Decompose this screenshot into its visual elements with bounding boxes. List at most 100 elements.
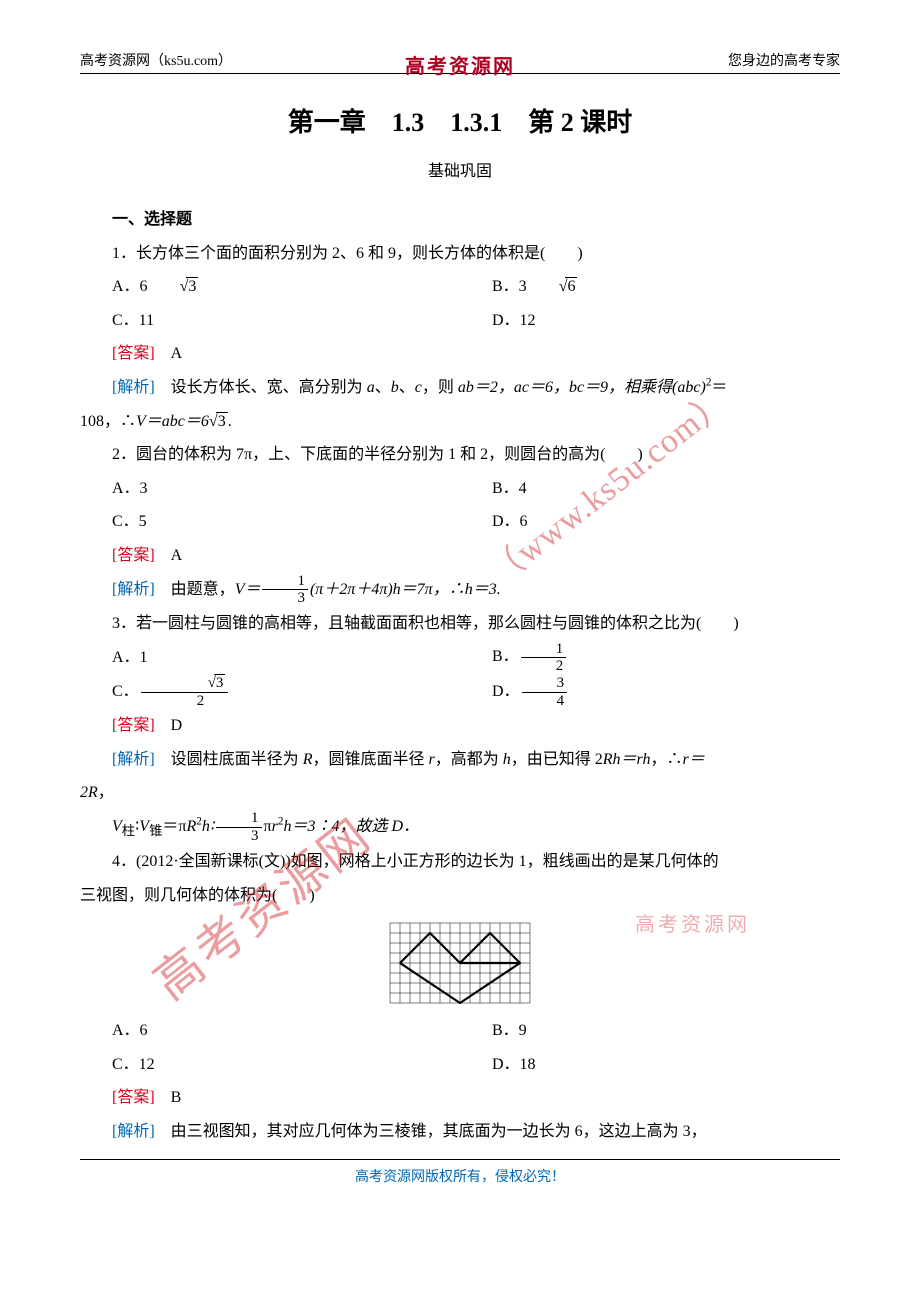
q3-optC: C．√32 [80,675,460,709]
q4-optC: C．12 [80,1048,460,1082]
q1-eq1b: ＝ [711,379,727,396]
q3-answer-val: D [155,717,183,734]
q2-num: 1 [262,573,308,591]
q4-optB: B．9 [460,1014,840,1048]
q2-analysis: [解析] 由题意，V＝13(π＋2π＋4π)h＝7π，∴h＝3. [80,573,840,607]
q1-s3: ，则 [422,379,458,396]
q1-optA-pre: A．6 [112,278,148,295]
q3-analysis-line3: V柱∶V锥＝πR2h∶13πr2h＝3∶4，故选 D． [80,810,840,845]
q3-l3i: h＝3∶4，故选 D． [283,818,419,835]
header-right: 您身边的高考专家 [728,50,840,70]
q1-optD: D．12 [460,304,840,338]
q3-answer: [答案] D [80,709,840,743]
q1-stem: 1．长方体三个面的面积分别为 2、6 和 9，则长方体的体积是( ) [80,237,840,271]
q1-optB-pre: B．3 [492,278,527,295]
q3-optC-pre: C． [112,683,139,700]
chapter-title: 第一章 1.3 1.3.1 第 2 课时 [80,102,840,139]
q3-optC-den: 2 [141,693,229,710]
q1-optA-rad: 3 [186,277,198,295]
q2-v: V＝ [235,581,261,598]
q3-l1b: ，圆锥底面半径 [312,751,428,768]
q3-optA: A．1 [80,641,460,675]
q2-an-pre: 由题意， [155,581,235,598]
q3-R: R [303,751,313,768]
answer-label: [答案] [112,345,155,362]
q4-stem-a: 4．(2012·全国新课标(文))如图，网格上小正方形的边长为 1，粗线画出的是… [80,845,840,879]
q1-l2a: 108，∴ [80,413,136,430]
q3-optB: B．12 [460,640,840,674]
section-heading: 一、选择题 [80,203,840,237]
q3-optB-den: 2 [521,658,567,675]
analysis-label: [解析] [112,379,155,396]
q3-sub1: 柱 [122,823,135,838]
q4-options-row2: C．12 D．18 [80,1048,840,1082]
q3-l3g: π [264,818,272,835]
q3-l2a: 2R [80,784,98,801]
q1-a: a [367,379,375,396]
content-body: 一、选择题 1．长方体三个面的面积分别为 2、6 和 9，则长方体的体积是( )… [80,203,840,1149]
q4-optA: A．6 [80,1014,460,1048]
q3-l1d: ，由已知得 2 [511,751,603,768]
q2-options-row1: A．3 B．4 [80,472,840,506]
q2-optB: B．4 [460,472,840,506]
q3-V1: V [112,818,122,835]
q1-optB-rad: 6 [565,277,577,295]
three-view-grid-figure [385,918,535,1008]
q3-sub2: 锥 [149,823,162,838]
answer-label: [答案] [112,1089,155,1106]
q1-answer: [答案] A [80,337,840,371]
q3-V2: V [139,818,149,835]
q2-mid: (π＋2π＋4π)h＝7π，∴h＝3. [310,581,501,598]
page-header: 高考资源网（ks5u.com） 高考资源网 您身边的高考专家 [80,50,840,74]
q3-optC-numrad: 3 [214,674,226,691]
q3-h: h [503,751,511,768]
q3-l3den: 3 [216,828,262,845]
q1-options-row2: C．11 D．12 [80,304,840,338]
q2-stem: 2．圆台的体积为 7π，上、下底面的半径分别为 1 和 2，则圆台的高为( ) [80,438,840,472]
answer-label: [答案] [112,547,155,564]
q3-l3f: h∶ [202,818,214,835]
q3-optD-num: 3 [522,675,568,693]
q1-optC: C．11 [80,304,460,338]
q1-l2rad: 3 [216,412,228,430]
q3-l1f: ，∴ [650,751,682,768]
q1-an-pre: 设长方体长、宽、高分别为 [155,379,367,396]
q4-stem-b: 三视图，则几何体的体积为( ) [80,879,840,913]
q3-analysis-line2: 2R， [80,776,840,810]
q3-l2b: ， [98,784,114,801]
q3-l3d: ＝π [162,818,186,835]
q1-optB: B．3√6 [460,270,840,304]
q4-answer-val: B [155,1089,182,1106]
q3-analysis-line1: [解析] 设圆柱底面半径为 R，圆锥底面半径 r，高都为 h，由已知得 2Rh＝… [80,743,840,777]
q3-optD: D．34 [460,675,840,709]
q3-stem: 3．若一圆柱与圆锥的高相等，且轴截面面积也相等，那么圆柱与圆锥的体积之比为( ) [80,607,840,641]
q2-optA: A．3 [80,472,460,506]
q3-optD-pre: D． [492,683,520,700]
q3-R2: R [186,818,196,835]
answer-label: [答案] [112,717,155,734]
q1-eq1: ab＝2，ac＝6，bc＝9，相乘得(abc) [458,379,706,396]
q2-answer: [答案] A [80,539,840,573]
q2-den: 3 [262,590,308,607]
q1-optA: A．6√3 [80,270,460,304]
analysis-label: [解析] [112,581,155,598]
q1-analysis-line1: [解析] 设长方体长、宽、高分别为 a、b、c，则 ab＝2，ac＝6，bc＝9… [80,371,840,405]
analysis-label: [解析] [112,751,155,768]
q3-optB-pre: B． [492,648,519,665]
subtitle: 基础巩固 [80,157,840,181]
header-left: 高考资源网（ks5u.com） [80,50,232,70]
q4-analysis: [解析] 由三视图知，其对应几何体为三棱锥，其底面为一边长为 6，这边上高为 3… [80,1115,840,1149]
q3-l1e: Rh＝rh [603,751,651,768]
page-footer: 高考资源网版权所有，侵权必究！ [80,1159,840,1186]
q1-b: b [391,379,399,396]
q4-optD: D．18 [460,1048,840,1082]
q2-optC: C．5 [80,505,460,539]
q1-analysis-line2: 108，∴V＝abc＝6√3. [80,405,840,439]
q2-answer-val: A [155,547,183,564]
q1-l2c: . [228,413,232,430]
q2-options-row2: C．5 D．6 [80,505,840,539]
q3-optD-den: 4 [522,693,568,710]
header-brand: 高考资源网 [405,50,515,79]
q4-analysis-text: 由三视图知，其对应几何体为三棱锥，其底面为一边长为 6，这边上高为 3， [155,1123,707,1140]
q4-answer: [答案] B [80,1081,840,1115]
